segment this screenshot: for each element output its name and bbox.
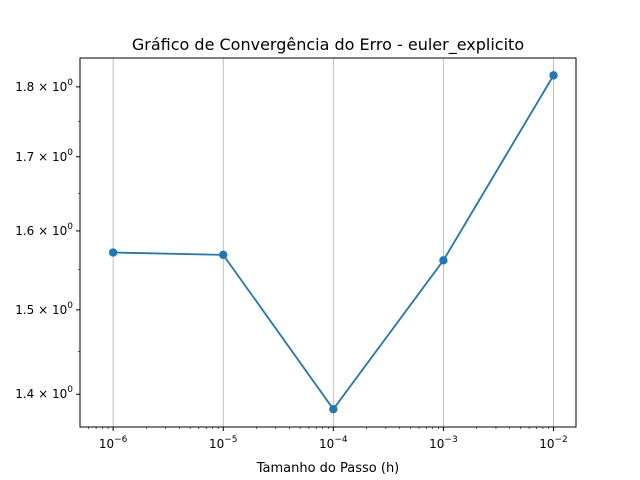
x-axis-ticks: 10−6 10−5 10−4 10−3 10−2 — [88, 427, 568, 451]
y-tick-mantissa: 1.6 — [15, 224, 34, 238]
y-tick-base: 10 — [52, 150, 67, 164]
y-tick-label: 1.6 × 100 — [15, 222, 73, 238]
y-tick-mantissa: 1.8 — [15, 80, 34, 94]
y-tick-exponent: 0 — [67, 78, 73, 88]
plot-area-frame — [79, 57, 577, 428]
y-tick-exponent: 0 — [67, 222, 73, 232]
y-tick-times: × — [34, 303, 52, 317]
grid-lines — [112, 58, 554, 427]
data-point — [439, 256, 448, 265]
y-tick-base: 10 — [52, 224, 67, 238]
y-tick-times: × — [34, 80, 52, 94]
data-point — [549, 71, 558, 80]
y-tick-label: 1.8 × 100 — [15, 78, 73, 94]
x-tick-label: 10−5 — [209, 435, 238, 451]
x-tick-exponent: −4 — [334, 435, 348, 445]
x-tick-label: 10−6 — [99, 435, 128, 451]
x-tick-base: 10 — [319, 437, 334, 451]
y-tick-exponent: 0 — [67, 385, 73, 395]
data-point — [329, 404, 338, 414]
y-tick-exponent: 0 — [67, 301, 73, 311]
x-tick-base: 10 — [539, 437, 554, 451]
x-tick-base: 10 — [209, 437, 224, 451]
y-tick-mantissa: 1.5 — [15, 303, 34, 317]
x-tick-base: 10 — [429, 437, 444, 451]
series-layer — [108, 71, 558, 414]
y-tick-mantissa: 1.7 — [15, 150, 34, 164]
x-tick-label: 10−4 — [319, 435, 348, 451]
x-tick-label: 10−3 — [429, 435, 458, 451]
y-tick-label: 1.4 × 100 — [15, 385, 73, 401]
y-tick-exponent: 0 — [67, 148, 73, 158]
x-axis-label: Tamanho do Passo (h) — [256, 461, 400, 476]
y-tick-mantissa: 1.4 — [15, 387, 34, 401]
y-tick-label: 1.5 × 100 — [15, 301, 73, 317]
x-tick-exponent: −6 — [114, 435, 128, 445]
x-tick-exponent: −5 — [224, 435, 237, 445]
y-tick-label: 1.7 × 100 — [15, 148, 73, 164]
x-tick-label: 10−2 — [539, 435, 568, 451]
x-tick-exponent: −3 — [444, 435, 457, 445]
x-tick-exponent: −2 — [555, 435, 568, 445]
y-tick-base: 10 — [52, 303, 67, 317]
y-tick-times: × — [34, 224, 52, 238]
x-tick-base: 10 — [99, 437, 114, 451]
chart-title: Gráfico de Convergência do Erro - euler_… — [132, 35, 524, 55]
y-tick-base: 10 — [52, 80, 67, 94]
data-point — [219, 250, 228, 260]
y-tick-base: 10 — [52, 387, 67, 401]
y-tick-times: × — [34, 150, 52, 164]
y-tick-times: × — [34, 387, 52, 401]
data-point — [108, 248, 118, 257]
